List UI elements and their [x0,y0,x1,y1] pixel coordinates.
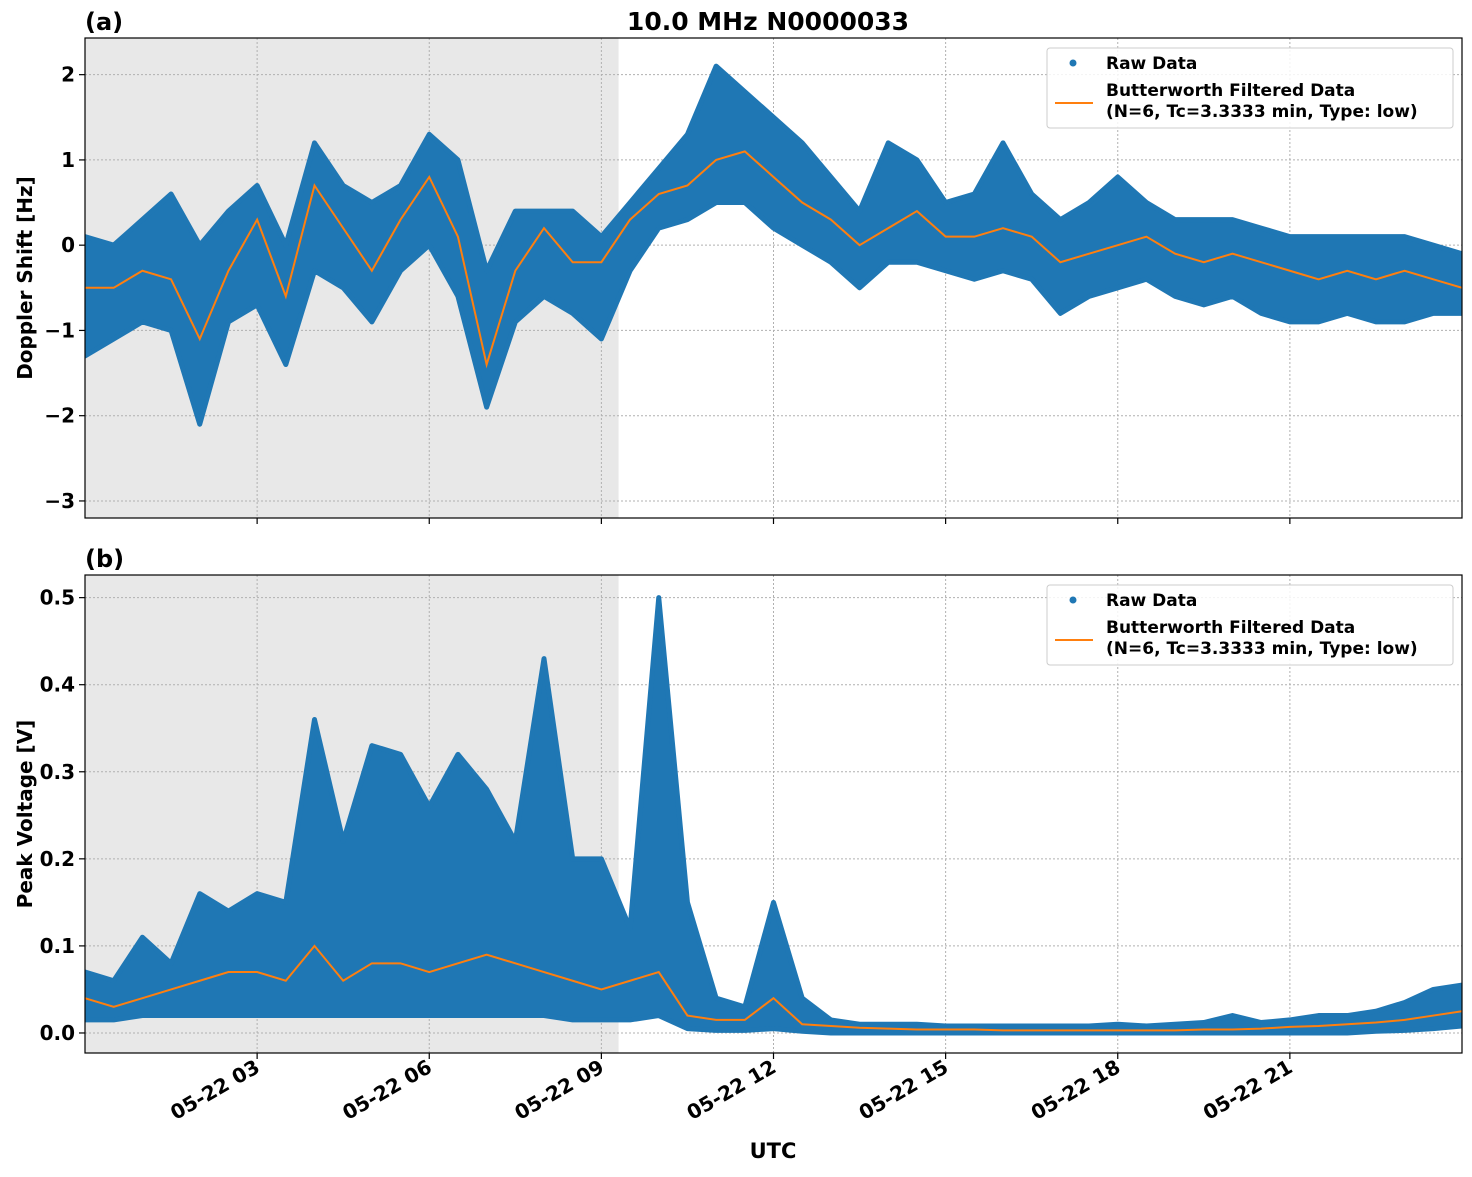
panel-label: (a) [85,8,123,36]
legend-box [1046,47,1454,129]
panel-a: −3 −2 −1 0 1 2 (a) Doppler Shift [Hz] Raw Data Bu… [13,8,1463,524]
legend-filtered-label: (N=6, Tc=3.3333 min, Type: low) [1106,639,1418,659]
y-tick-label: −3 [44,489,75,513]
x-tick-label: 05-22 12 [682,1055,780,1125]
x-tick-label: 05-22 09 [510,1055,608,1125]
x-axis-label: UTC [750,1139,797,1163]
legend: Raw Data Butterworth Filtered Data(N=6, T… [1046,47,1454,129]
y-tick-label: 0.0 [40,1021,75,1045]
x-tick-label: 05-22 15 [855,1055,953,1125]
y-tick-label: 0.4 [40,673,75,697]
x-tick-label: 05-22 18 [1027,1055,1125,1125]
legend-raw-label: Raw Data [1106,54,1197,74]
x-tick-label: 05-22 03 [166,1055,264,1125]
x-tick-label: 05-22 06 [338,1055,436,1125]
raw-data-points [85,63,1462,427]
y-tick-label: 2 [61,63,75,87]
legend: Raw Data Butterworth Filtered Data(N=6, T… [1046,584,1454,666]
legend-raw-marker [1069,59,1077,67]
filtered-data-line [85,944,1462,1032]
plot-area [85,595,1462,1036]
y-tick-label: 0.3 [40,760,75,784]
y-axis-label: Doppler Shift [Hz] [13,176,37,380]
x-tick-label: 05-22 21 [1199,1055,1297,1125]
legend-filtered-label: (N=6, Tc=3.3333 min, Type: low) [1106,102,1418,122]
axes-frame [84,574,1463,1054]
y-tick-label: 0.2 [40,847,75,871]
panel-b: 0.0 0.1 0.2 0.3 0.4 0.5 (b) Peak Voltage [V] Raw… [13,545,1463,1059]
filtered-data-line [85,150,1462,369]
y-tick-label: −2 [44,404,75,428]
y-tick-label: 0 [61,233,75,257]
raw-data-points [85,595,1462,1036]
chart-title: 10.0 MHz N0000033 [627,7,909,36]
legend-filtered-label: Butterworth Filtered Data [1106,81,1355,101]
legend-raw-label: Raw Data [1106,591,1197,611]
y-tick-label: 0.5 [40,586,75,610]
y-tick-label: 1 [61,148,75,172]
y-tick-label: −1 [44,318,75,342]
legend-raw-marker [1069,596,1077,604]
y-axis-label: Peak Voltage [V] [13,720,37,909]
y-tick-label: 0.1 [40,934,75,958]
legend-box [1046,584,1454,666]
x-tick-labels: 05-22 03 05-22 06 05-22 09 05-22 12 05-22 15… [166,1055,1296,1125]
plot-area [85,63,1462,427]
panel-label: (b) [85,545,124,573]
legend-filtered-label: Butterworth Filtered Data [1106,618,1355,638]
axes-frame [84,37,1463,519]
